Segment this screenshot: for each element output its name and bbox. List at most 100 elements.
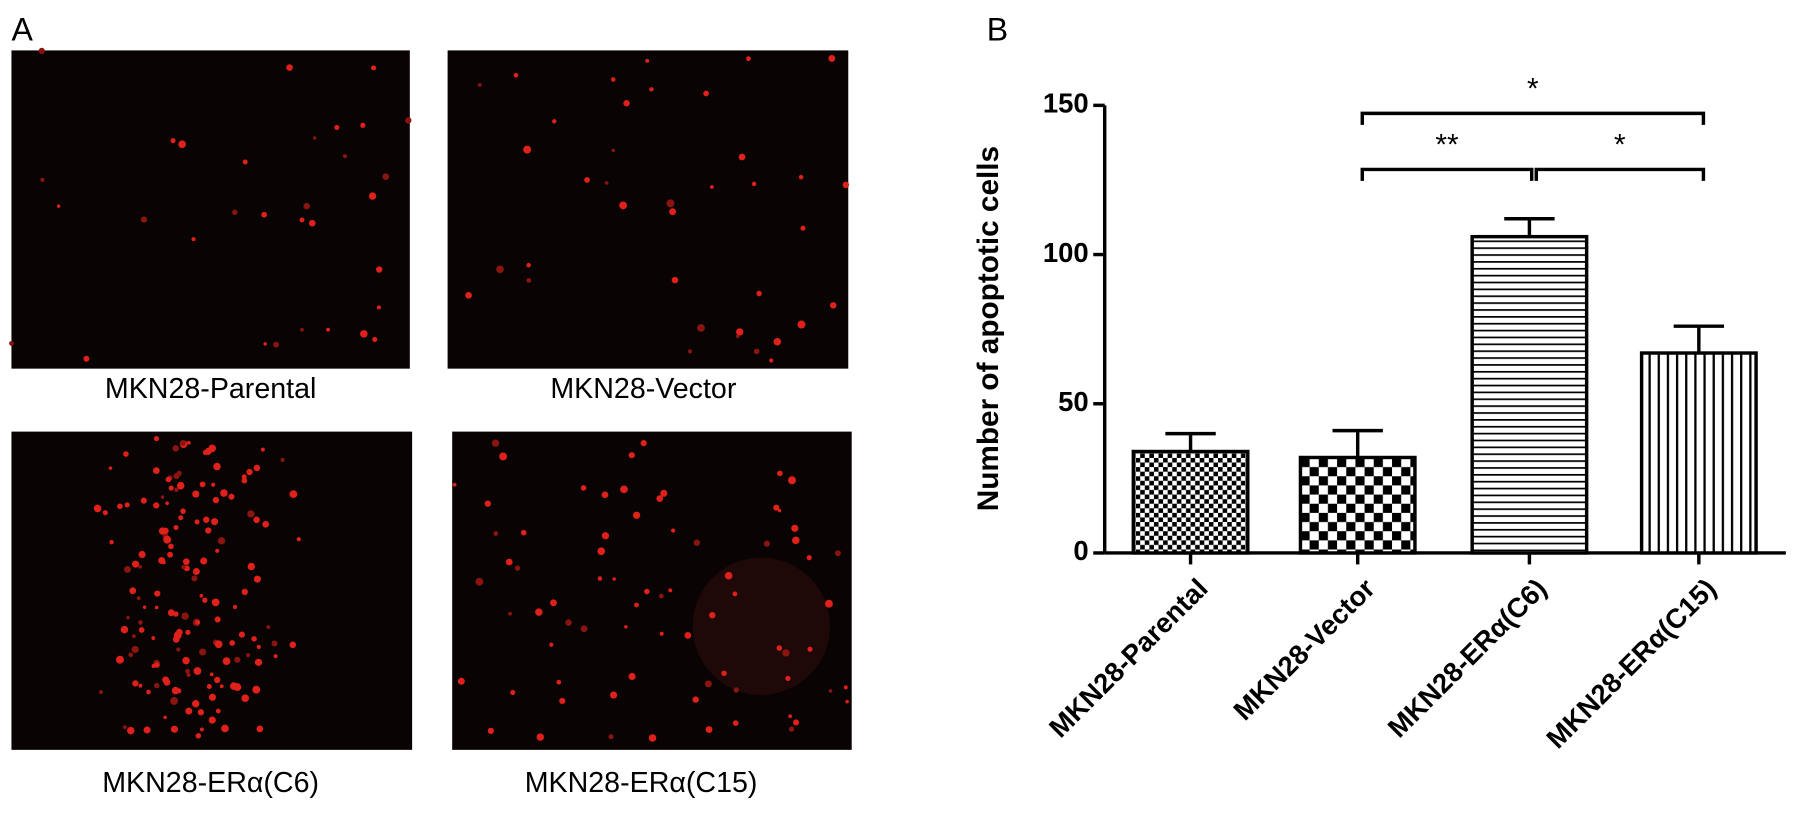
cell-dot [751, 181, 757, 187]
cell-dot [40, 177, 45, 182]
cell-dot [610, 691, 618, 699]
y-tick-label: 50 [1058, 386, 1089, 417]
cell-dot [181, 612, 189, 620]
cell-dot [597, 576, 603, 581]
cell-dot [260, 447, 265, 452]
cell-dot [612, 577, 616, 581]
cell-dot [508, 611, 512, 616]
cell-dot [152, 467, 160, 475]
cell-dot [523, 145, 532, 154]
cell-dot [165, 501, 169, 506]
cell-dot [163, 535, 172, 544]
cell-dot [247, 510, 255, 518]
cell-dot [185, 629, 191, 635]
cell-dot [806, 555, 812, 561]
cell-dot [208, 693, 217, 701]
cell-dot [580, 485, 587, 491]
cell-dot [199, 648, 207, 656]
cell-dot [296, 537, 301, 542]
cell-dot [128, 652, 134, 658]
cell-dot [709, 185, 714, 189]
cell-dot [721, 670, 727, 677]
cell-dot [122, 725, 127, 730]
cell-dot [342, 154, 348, 159]
cell-dot [671, 276, 679, 284]
cell-dot [211, 598, 220, 607]
significance-bracket [1360, 167, 1534, 181]
y-tick-label: 0 [1073, 535, 1088, 566]
cell-dot [211, 518, 219, 526]
bar [1470, 234, 1589, 555]
cell-dot [628, 672, 636, 681]
y-tick-label: 150 [1043, 88, 1089, 119]
cell-dot [193, 667, 202, 675]
cell-dot [172, 445, 179, 452]
cell-dot [247, 562, 256, 571]
image-caption: MKN28-ERα(C6) [102, 767, 319, 799]
cell-dot [526, 278, 532, 283]
cell-dot [788, 714, 793, 719]
cell-dot [253, 575, 261, 583]
cell-dot [241, 588, 248, 596]
cell-dot [736, 328, 744, 336]
cell-dot [623, 100, 630, 107]
cell-dot [138, 683, 143, 688]
cell-dot [705, 726, 713, 733]
cell-dot [138, 564, 143, 569]
cell-dot [173, 525, 179, 531]
cell-dot [117, 503, 123, 510]
micrograph [11, 431, 413, 750]
cell-dot [704, 680, 712, 688]
cell-dot [684, 631, 692, 639]
cell-dot [217, 537, 226, 545]
cell-dot [202, 597, 208, 603]
cell-dot [535, 608, 543, 616]
cell-dot [807, 646, 813, 652]
cell-dot [115, 655, 124, 664]
cell-dot [232, 604, 238, 610]
cell-dot [773, 337, 782, 346]
cell-dot [273, 654, 278, 659]
cell-dot [176, 628, 183, 636]
cell-dot [185, 668, 190, 674]
cell-dot [124, 502, 130, 508]
cell-dot [161, 560, 166, 565]
cell-dot [167, 551, 174, 558]
cell-dot [738, 153, 746, 161]
cell-dot [289, 641, 297, 649]
cell-dot [487, 727, 494, 734]
cell-dot [140, 216, 148, 223]
cell-dot [154, 590, 161, 597]
cell-dot [601, 532, 610, 540]
cell-dot [222, 657, 231, 666]
cell-dot [142, 605, 147, 609]
cell-dot [788, 726, 795, 732]
cell-dot [256, 644, 261, 650]
cell-dot [703, 90, 709, 97]
cell-dot [550, 599, 557, 607]
cell-dot [163, 715, 167, 720]
cell-dot [777, 470, 783, 477]
cell-dot [170, 725, 179, 733]
cell-dot [195, 619, 201, 625]
cell-dot [219, 684, 224, 689]
cell-dot [648, 734, 657, 742]
cell-dot [604, 181, 609, 185]
cell-dot [203, 516, 210, 523]
cell-dot [484, 500, 491, 507]
cell-dot [510, 689, 516, 696]
cell-dot [457, 677, 465, 685]
cell-dot [191, 575, 198, 582]
bar [1131, 449, 1250, 555]
cell-dot [640, 440, 647, 447]
x-tick-label: MKN28-Parental [1043, 572, 1214, 743]
cell-dot [180, 508, 186, 514]
cell-dot [493, 531, 499, 536]
cell-dot [491, 439, 500, 447]
significance-label: ** [1435, 128, 1459, 161]
cell-dot [798, 174, 804, 180]
cell-dot [213, 462, 221, 471]
cell-dot [131, 645, 139, 654]
cell-dot [782, 649, 790, 657]
